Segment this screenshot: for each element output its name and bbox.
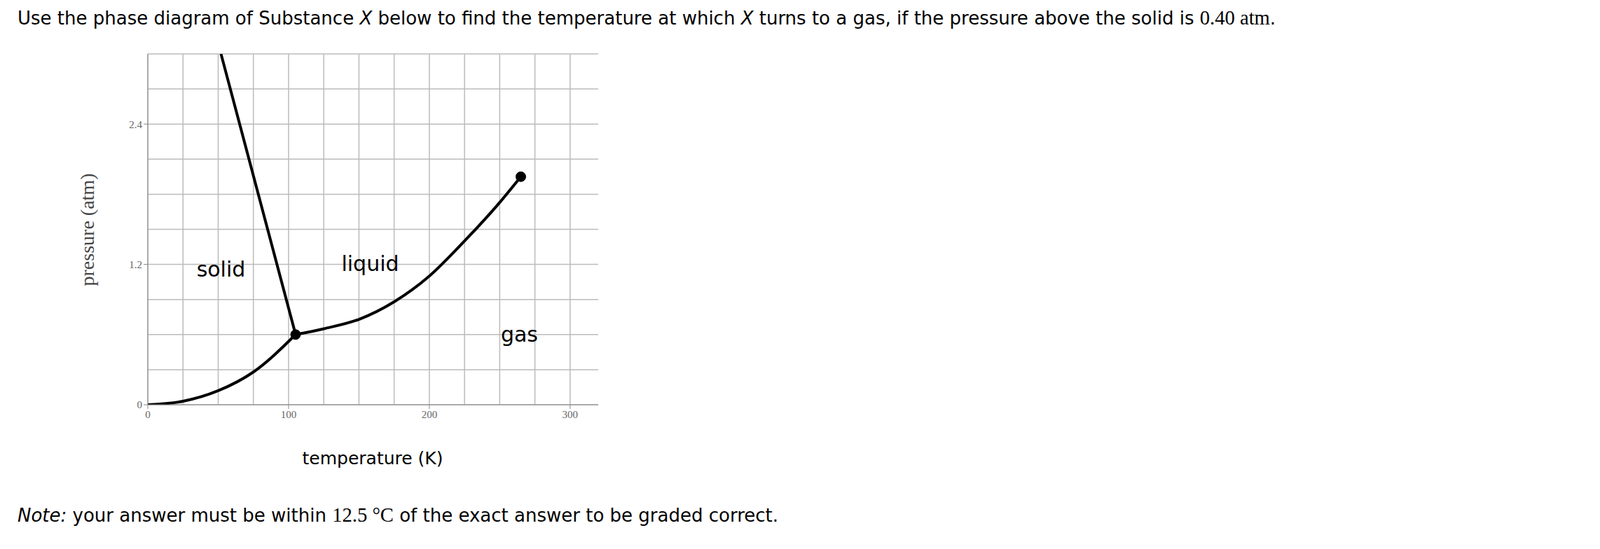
svg-text:2.4: 2.4 [128, 119, 143, 131]
html-text:Use the phase diagram of Subst: Use the phase diagram of Substance X bel… [17, 7, 1276, 29]
svg-text:liquid: liquid [341, 251, 399, 277]
svg-text:1.2: 1.2 [128, 259, 143, 271]
svg-text:100: 100 [280, 409, 298, 421]
svg-text:0: 0 [145, 409, 151, 421]
svg-text:gas: gas [500, 322, 539, 347]
html-text:Note: your answer must be with: Note: your answer must be within 12.5 °C… [17, 504, 779, 527]
html-text:temperature (K): temperature (K) [302, 448, 444, 469]
svg-text:solid: solid [196, 257, 246, 282]
svg-text:0: 0 [137, 399, 143, 411]
svg-text:200: 200 [421, 409, 438, 421]
svg-text:300: 300 [562, 409, 579, 421]
html-text:pressure (atm): pressure (atm) [76, 173, 99, 287]
